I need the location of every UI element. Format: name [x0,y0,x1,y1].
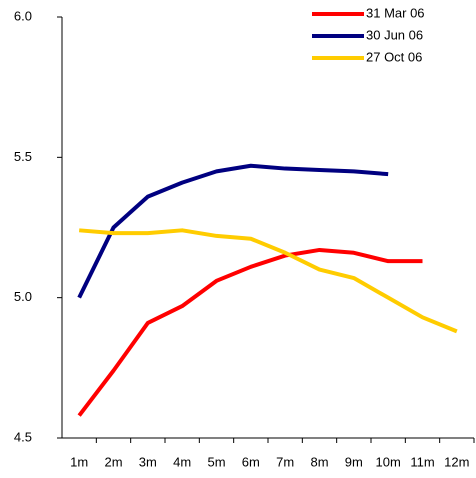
x-tick-label: 6m [242,454,260,469]
series-line [79,228,458,334]
x-tick-label: 5m [207,454,225,469]
series-line [77,163,389,299]
y-tick-label: 4.5 [14,429,32,444]
y-tick-label: 6.0 [14,8,32,23]
x-tick-label: 2m [104,454,122,469]
y-tick-label: 5.5 [14,149,32,164]
x-tick-label: 3m [139,454,157,469]
x-tick-label: 9m [345,454,363,469]
y-tick-label: 5.0 [14,289,32,304]
legend-label: 31 Mar 06 [366,5,425,20]
legend-label: 27 Oct 06 [366,49,422,64]
series-line [77,247,423,417]
x-tick-label: 7m [276,454,294,469]
x-tick-label: 10m [376,454,401,469]
x-tick-label: 12m [444,454,469,469]
x-tick-label: 4m [173,454,191,469]
x-tick-label: 1m [70,454,88,469]
x-tick-label: 11m [410,454,434,469]
legend-label: 30 Jun 06 [366,27,423,42]
x-tick-label: 8m [310,454,328,469]
